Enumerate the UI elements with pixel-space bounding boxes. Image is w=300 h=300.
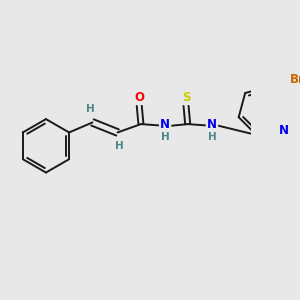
Text: H: H <box>86 104 95 114</box>
Text: H: H <box>161 133 170 142</box>
Text: O: O <box>134 91 144 104</box>
Text: H: H <box>115 141 124 151</box>
Text: N: N <box>207 118 217 130</box>
Text: Br: Br <box>290 74 300 86</box>
Text: H: H <box>208 133 216 142</box>
Text: N: N <box>160 118 170 130</box>
Text: S: S <box>182 91 190 104</box>
Text: N: N <box>279 124 289 136</box>
